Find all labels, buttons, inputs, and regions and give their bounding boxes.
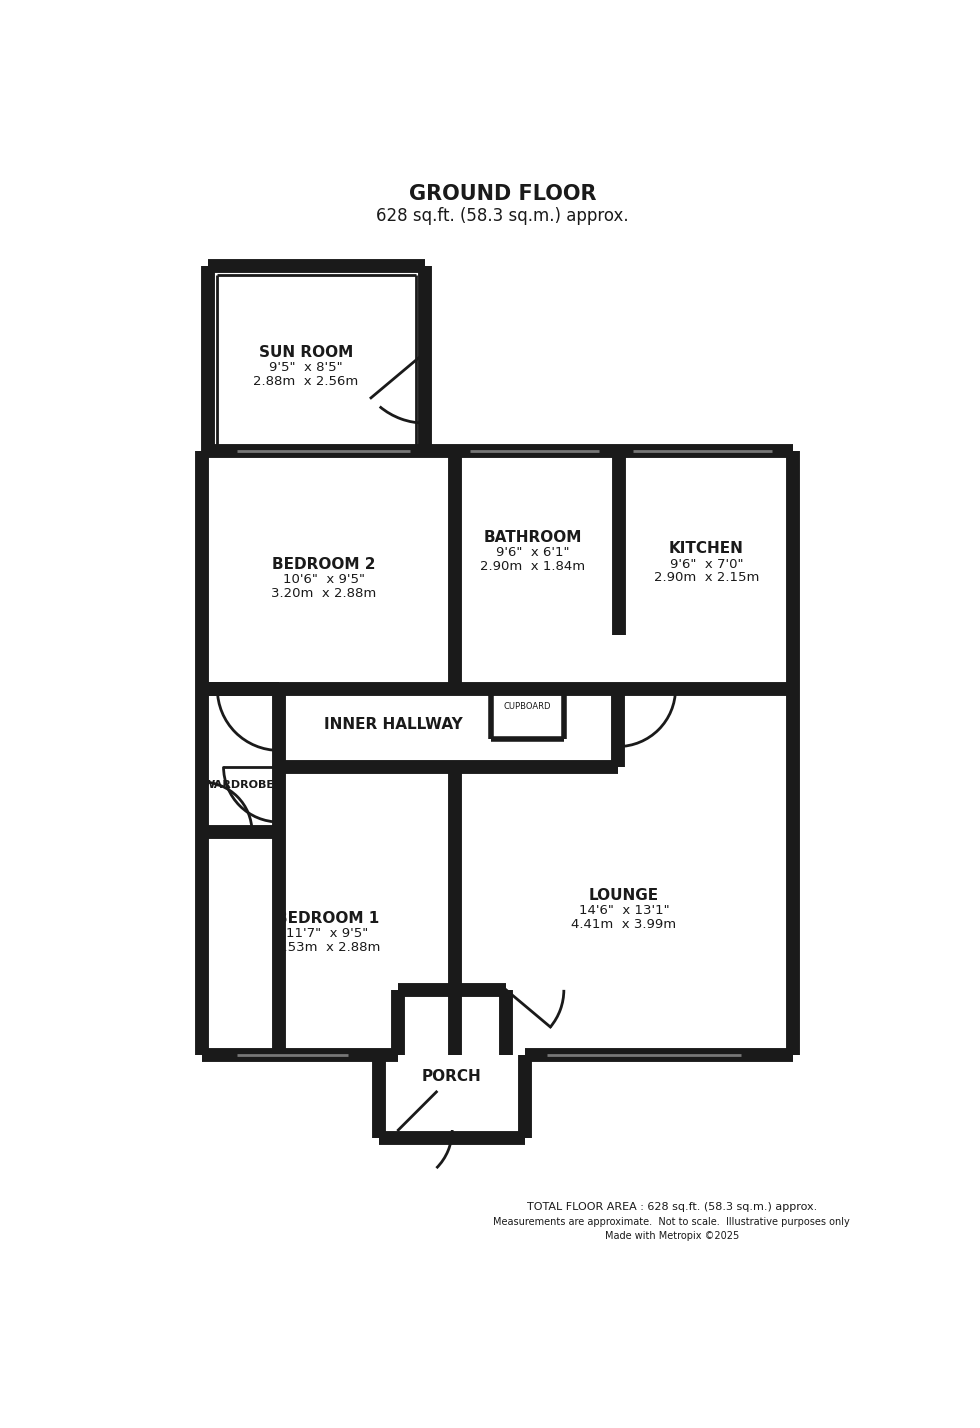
Text: LOUNGE: LOUNGE [589, 888, 659, 902]
Text: Measurements are approximate.  Not to scale.  Illustrative purposes only: Measurements are approximate. Not to sca… [493, 1218, 850, 1228]
Text: 2.90m  x 2.15m: 2.90m x 2.15m [654, 571, 759, 584]
Text: 9'5"  x 8'5": 9'5" x 8'5" [270, 361, 343, 374]
Text: 14'6"  x 13'1": 14'6" x 13'1" [578, 904, 669, 917]
Text: 9'6"  x 6'1": 9'6" x 6'1" [496, 545, 569, 558]
Text: PORCH: PORCH [421, 1068, 481, 1084]
Text: 628 sq.ft. (58.3 sq.m.) approx.: 628 sq.ft. (58.3 sq.m.) approx. [376, 207, 628, 226]
Text: BEDROOM 1: BEDROOM 1 [275, 911, 379, 925]
Text: 9'6"  x 7'0": 9'6" x 7'0" [669, 557, 743, 571]
Text: INNER HALLWAY: INNER HALLWAY [323, 717, 463, 731]
Text: BEDROOM 2: BEDROOM 2 [271, 557, 375, 571]
Text: GROUND FLOOR: GROUND FLOOR [409, 184, 596, 204]
Text: 11'7"  x 9'5": 11'7" x 9'5" [286, 927, 368, 940]
Text: SUN ROOM: SUN ROOM [259, 344, 353, 360]
Text: KITCHEN: KITCHEN [669, 541, 744, 555]
Text: 10'6"  x 9'5": 10'6" x 9'5" [282, 573, 365, 585]
Text: WARDROBE: WARDROBE [203, 780, 275, 790]
Text: 4.41m  x 3.99m: 4.41m x 3.99m [571, 918, 676, 931]
Text: BATHROOM: BATHROOM [484, 530, 582, 544]
Text: CUPBOARD: CUPBOARD [503, 703, 551, 711]
Text: Made with Metropix ©2025: Made with Metropix ©2025 [605, 1231, 739, 1241]
Text: 3.53m  x 2.88m: 3.53m x 2.88m [274, 941, 380, 954]
Text: 3.20m  x 2.88m: 3.20m x 2.88m [271, 587, 376, 600]
Text: TOTAL FLOOR AREA : 628 sq.ft. (58.3 sq.m.) approx.: TOTAL FLOOR AREA : 628 sq.ft. (58.3 sq.m… [526, 1202, 816, 1212]
Text: 2.90m  x 1.84m: 2.90m x 1.84m [480, 560, 586, 573]
Text: 2.88m  x 2.56m: 2.88m x 2.56m [253, 376, 359, 388]
